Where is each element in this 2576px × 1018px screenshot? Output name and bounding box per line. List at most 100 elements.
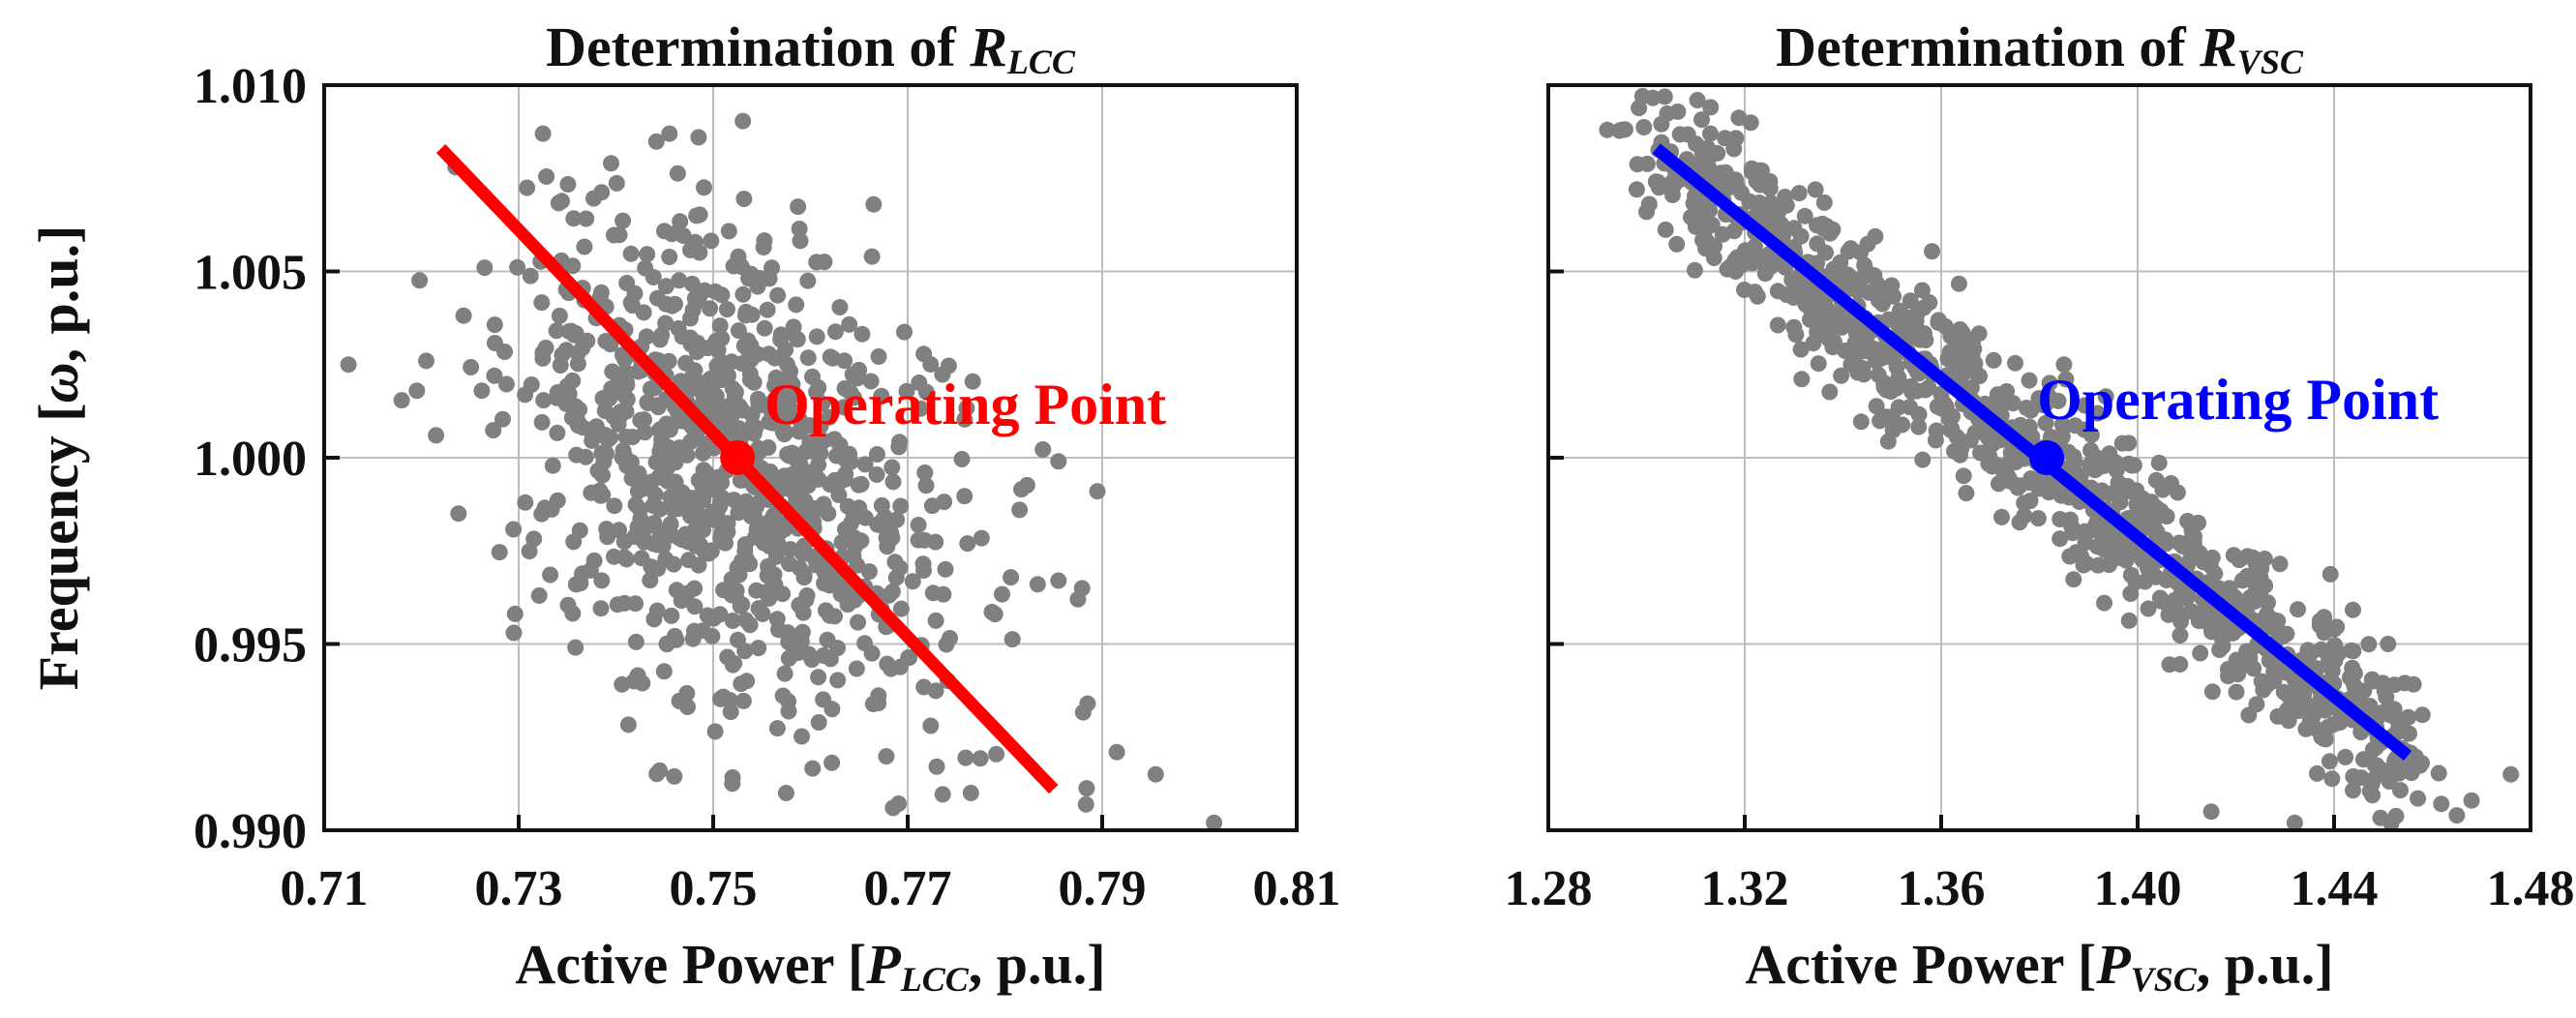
vsc-point-921	[2367, 738, 2384, 756]
lcc-point-582	[814, 395, 831, 412]
vsc-point-855	[2208, 615, 2226, 633]
lcc-point-411	[956, 488, 973, 505]
lcc-point-698	[525, 530, 543, 548]
lcc-x-axis-label: Active Power [PLCC, p.u.]	[515, 933, 1105, 999]
lcc-point-205	[826, 323, 844, 341]
lcc-point-836	[599, 432, 616, 448]
lcc-point-902	[428, 427, 445, 444]
lcc-point-737	[794, 728, 810, 745]
vsc-point-323	[1686, 261, 1703, 279]
vsc-point-609	[2007, 354, 2023, 372]
lcc-point-859	[703, 543, 720, 560]
lcc-point-839	[735, 191, 753, 207]
vsc-point-845	[1818, 304, 1836, 320]
vsc-point-989	[1693, 111, 1710, 129]
lcc-x-tick-label-3: 0.77	[864, 861, 952, 916]
lcc-point-783	[696, 374, 713, 392]
vsc-point-842	[2385, 676, 2403, 694]
lcc-point-155	[910, 517, 927, 533]
vsc-point-605	[2231, 552, 2248, 569]
vsc-point-50	[2271, 555, 2289, 573]
vsc-point-217	[2076, 397, 2093, 414]
lcc-point-563	[648, 397, 666, 414]
lcc-point-739	[534, 349, 552, 367]
vsc-point-993	[1929, 398, 1946, 415]
lcc-point-901	[418, 352, 434, 370]
lcc-point-435	[781, 399, 798, 416]
vsc-point-1007	[2502, 765, 2520, 783]
lcc-point-742	[794, 623, 811, 641]
lcc-point-834	[774, 687, 792, 704]
lcc-point-811	[715, 403, 733, 419]
lcc-point-510	[743, 406, 761, 424]
lcc-point-818	[789, 452, 806, 469]
vsc-point-497	[1689, 92, 1706, 108]
lcc-point-471	[724, 769, 741, 786]
lcc-point-747	[564, 605, 582, 622]
vsc-point-801	[1885, 287, 1902, 305]
lcc-point-821	[672, 213, 689, 230]
lcc-point-236	[988, 745, 1005, 763]
lcc-point-898	[1034, 441, 1052, 458]
lcc-point-819	[648, 536, 666, 554]
lcc-point-389	[821, 408, 838, 426]
lcc-point-400	[559, 176, 577, 193]
lcc-point-166	[505, 521, 523, 538]
lcc-point-467	[927, 533, 944, 551]
lcc-point-800	[783, 474, 800, 492]
lcc-point-481	[655, 663, 673, 680]
lcc-point-866	[915, 345, 933, 363]
vsc-point-970	[1891, 302, 1908, 319]
lcc-point-512	[598, 445, 614, 463]
vsc-point-587	[1943, 420, 1961, 437]
lcc-point-579	[810, 714, 827, 731]
vsc-point-966	[1748, 172, 1765, 190]
lcc-point-801	[896, 323, 913, 341]
vsc-point-328	[2260, 594, 2276, 612]
lcc-title-text: Determination of	[546, 15, 970, 78]
vsc-point-482	[2345, 643, 2362, 660]
lcc-point-606	[795, 569, 813, 586]
vsc-point-873	[2182, 603, 2200, 620]
lcc-point-425	[624, 429, 642, 446]
vsc-point-986	[1796, 284, 1813, 300]
lcc-point-661	[635, 304, 652, 321]
lcc-axis-ticks: 0.71 0.73 0.75 0.77 0.79 0.81 0.990 0.995 1.000 1…	[194, 59, 1341, 916]
lcc-point-416	[772, 331, 790, 348]
vsc-point-793	[2382, 815, 2400, 832]
lcc-point-110	[953, 451, 971, 467]
lcc-point-604	[614, 212, 632, 229]
lcc-point-133	[854, 325, 871, 343]
vsc-point-612	[2053, 416, 2071, 434]
lcc-point-51	[912, 400, 929, 417]
lcc-point-573	[533, 413, 551, 431]
vsc-point-729	[1702, 99, 1720, 116]
vsc-operating-point-label: Operating Point	[2037, 368, 2439, 432]
lcc-point-726	[636, 411, 652, 429]
vsc-point-259	[2321, 565, 2339, 583]
vsc-point-1018	[1638, 203, 1655, 221]
lcc-point-779	[863, 644, 881, 662]
vsc-point-27	[2029, 510, 2047, 527]
vsc-point-890	[1902, 329, 1920, 346]
vsc-point-892	[2089, 404, 2106, 422]
lcc-point-721	[682, 241, 699, 258]
lcc-point-740	[847, 537, 864, 554]
lcc-point-552	[868, 466, 885, 483]
lcc-point-354	[788, 296, 805, 314]
vsc-point-654	[2120, 434, 2138, 452]
lcc-point-319	[868, 446, 885, 463]
vsc-point-709	[2202, 556, 2219, 574]
lcc-point-424	[769, 286, 787, 304]
lcc-point-813	[642, 572, 659, 589]
lcc-point-916	[1147, 765, 1164, 783]
lcc-point-379	[622, 245, 640, 262]
lcc-point-889	[644, 269, 662, 285]
vsc-point-668	[2363, 775, 2381, 793]
lcc-point-486	[799, 272, 817, 289]
vsc-point-641	[1821, 383, 1839, 401]
lcc-chart-title: Determination of RLCC	[546, 15, 1076, 81]
vsc-xlabel-symbol: P	[2095, 933, 2131, 996]
lcc-title-symbol: R	[969, 15, 1007, 78]
